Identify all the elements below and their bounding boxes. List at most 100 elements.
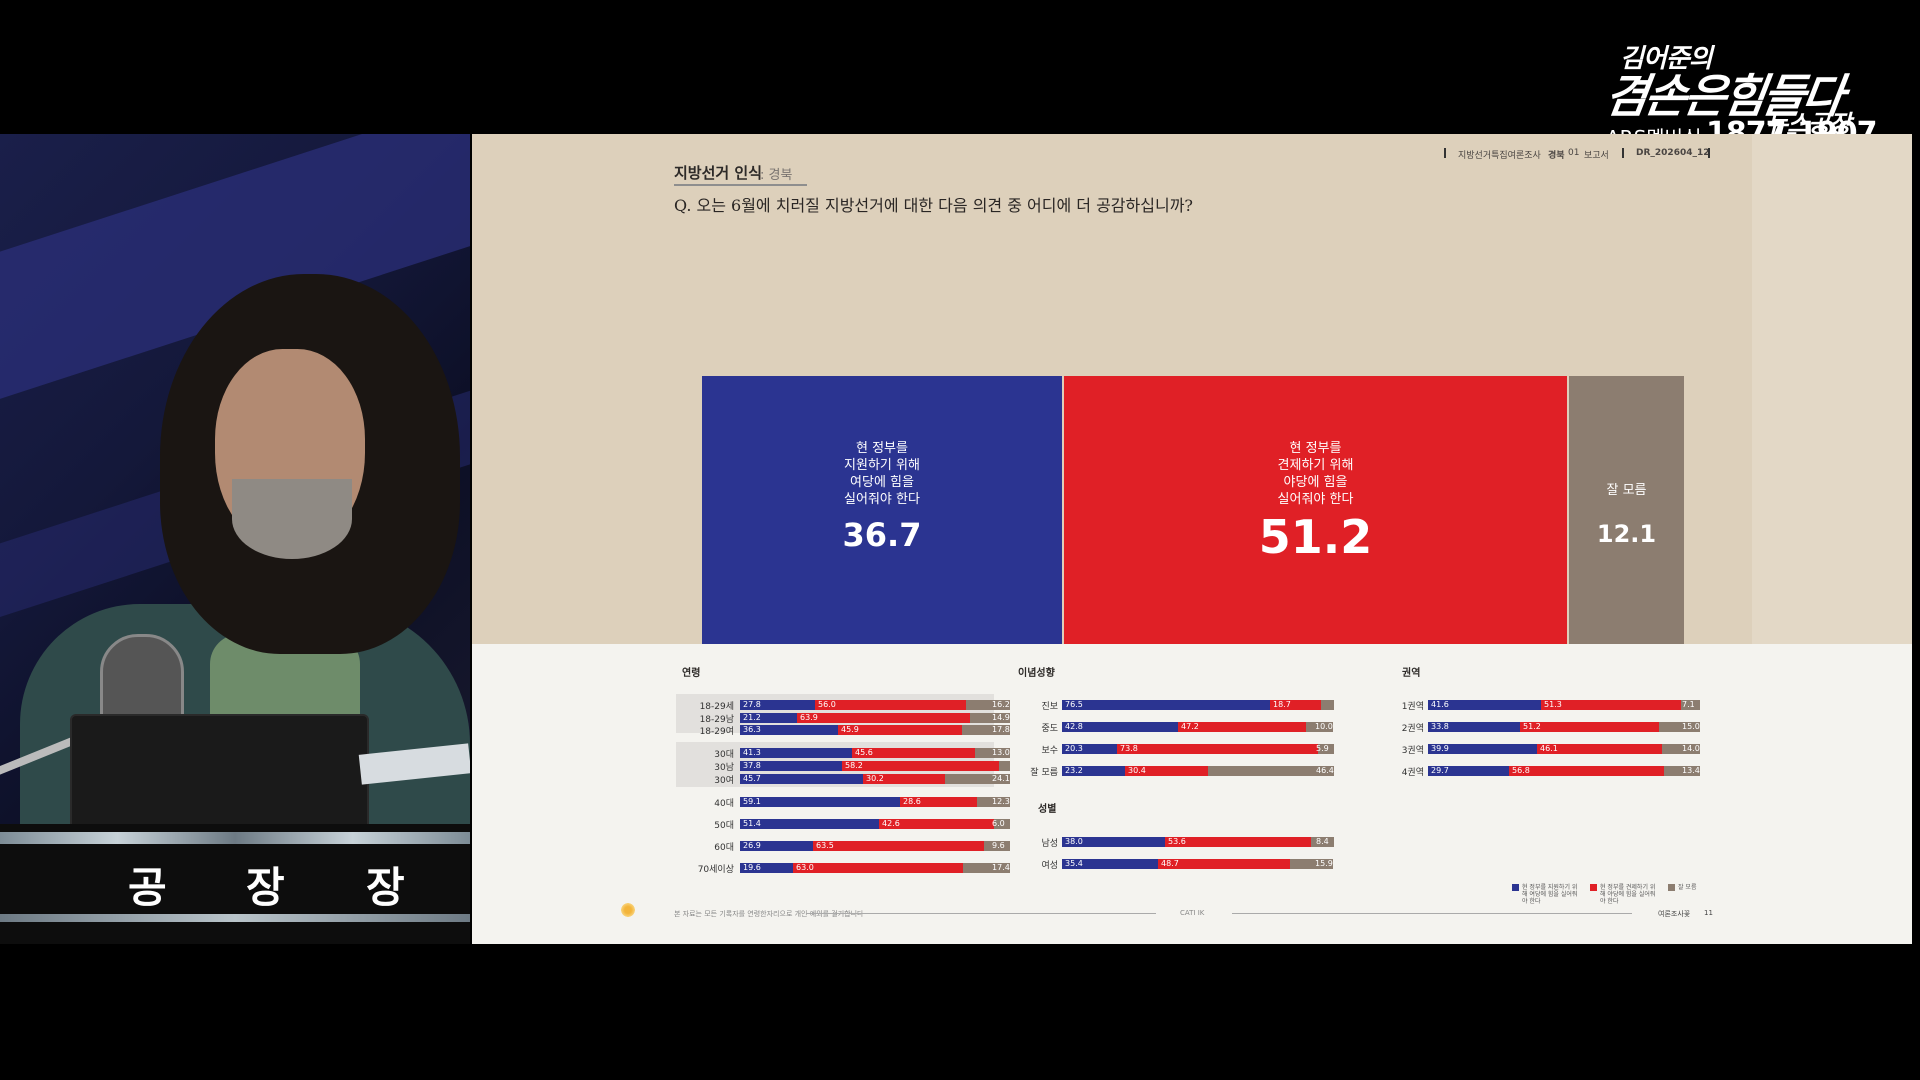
- desk-sign: 공 장 장: [0, 824, 470, 944]
- logo-line-3: 뉴스공장: [1766, 110, 1851, 138]
- bar-segment: [1662, 744, 1700, 754]
- bar-support: 현 정부를 지원하기 위해 여당에 힘을 실어줘야 한다 36.7: [702, 376, 1062, 644]
- group-title: 권역: [1402, 668, 1421, 679]
- row-label: 50대: [714, 821, 734, 831]
- row-label: 2권역: [1401, 724, 1424, 734]
- bar-segment: [740, 725, 838, 735]
- group-title: 연령: [682, 668, 701, 679]
- bar-segment: [1062, 700, 1270, 710]
- row-label: 30남: [714, 763, 734, 773]
- bar-segment: [966, 700, 1010, 710]
- bar-segment: [1165, 837, 1311, 847]
- bar-segment: [740, 863, 793, 873]
- bar-value-label: 37.8: [743, 761, 761, 770]
- bar-value-label: 14.0: [1682, 744, 1700, 753]
- bar-value-label: 42.8: [1065, 722, 1083, 731]
- header-divider: [1708, 148, 1710, 158]
- bar-segment: [740, 748, 852, 758]
- bar-segment: [863, 774, 945, 784]
- bar-value-label: 23.2: [1065, 766, 1083, 775]
- bar-value-label: 7.1: [1682, 700, 1695, 709]
- slide-side-strip: [1752, 134, 1912, 644]
- header-survey: 지방선거특집여론조사: [1458, 151, 1541, 161]
- bar-segment: [838, 725, 962, 735]
- section-underline: [674, 184, 807, 186]
- bar-unknown: 잘 모름 12.1: [1569, 376, 1684, 644]
- footer-line: [806, 913, 1156, 914]
- bar-segment: [1062, 744, 1117, 754]
- bar-segment: [1537, 744, 1662, 754]
- bar-value-label: 24.1: [992, 774, 1010, 783]
- bar-value-label: 15.9: [1315, 859, 1333, 868]
- row-label: 남성: [1041, 839, 1058, 849]
- bar-value-label: 45.7: [743, 774, 761, 783]
- row-label: 18-29남: [699, 715, 734, 725]
- footer-page: 11: [1704, 909, 1713, 917]
- bar-segment: [1659, 722, 1700, 732]
- survey-question: Q. 오는 6월에 치러질 지방선거에 대한 다음 의견 중 어디에 더 공감하…: [674, 196, 1193, 215]
- bar-segment: [1117, 744, 1318, 754]
- bar-value-label: 51.3: [1544, 700, 1562, 709]
- bar-segment: [740, 819, 879, 829]
- desk-band: [0, 832, 470, 844]
- row-label: 1권역: [1401, 702, 1424, 712]
- bar-value-label: 53.6: [1168, 837, 1186, 846]
- bar-segment: [984, 841, 1010, 851]
- bar-segment: [813, 841, 984, 851]
- legend-support: 현 정부를 지원하기 위해 여당에 힘을 실어줘야 한다: [1522, 884, 1578, 905]
- bar-value-label: 30.2: [866, 774, 884, 783]
- bar-segment: [994, 819, 1010, 829]
- bar-value-label: 59.1: [743, 797, 761, 806]
- label-line: 실어줘야 한다: [844, 492, 920, 507]
- bar-value-label: 63.5: [816, 841, 834, 850]
- legend-swatch-support: [1512, 884, 1519, 891]
- footer-org: 여론조사꽃: [1658, 910, 1691, 918]
- desk-band: [0, 914, 470, 922]
- bar-value-label: 42.6: [882, 819, 900, 828]
- webcam-panel: 공 장 장: [0, 134, 470, 944]
- bar-segment: [963, 863, 1010, 873]
- bar-segment: [962, 725, 1010, 735]
- legend-swatch-unknown: [1668, 884, 1675, 891]
- bar-value-label: 39.9: [1431, 744, 1449, 753]
- bar-segment: [1681, 700, 1700, 710]
- group-title: 이념성향: [1018, 668, 1055, 679]
- bar-segment: [1318, 744, 1334, 754]
- bar-value-label: 41.3: [743, 748, 761, 757]
- section-subtitle: : 경북: [760, 168, 793, 183]
- host-beard: [232, 479, 352, 559]
- bar-check-value: 51.2: [1258, 510, 1373, 564]
- bar-segment: [1321, 700, 1334, 710]
- legend-check: 현 정부를 견제하기 위해 야당에 힘을 실어줘야 한다: [1600, 884, 1656, 905]
- bar-segment: [1509, 766, 1664, 776]
- bar-segment: [1062, 766, 1125, 776]
- bar-value-label: 51.2: [1523, 722, 1541, 731]
- row-label: 30여: [714, 776, 734, 786]
- row-label: 여성: [1041, 861, 1058, 871]
- bar-value-label: 30.4: [1128, 766, 1146, 775]
- bar-segment: [1062, 722, 1178, 732]
- bar-value-label: 28.6: [903, 797, 921, 806]
- header-divider: [1622, 148, 1624, 158]
- bar-segment: [1208, 766, 1334, 776]
- logo-line-1: 김어준의: [1620, 44, 1713, 74]
- row-label: 보수: [1041, 746, 1058, 756]
- bar-value-label: 8.4: [1316, 837, 1329, 846]
- bar-segment: [1541, 700, 1681, 710]
- bar-segment: [1428, 700, 1541, 710]
- header-report: 보고서: [1584, 151, 1609, 161]
- bar-segment: [1270, 700, 1321, 710]
- bar-segment: [842, 761, 999, 771]
- bar-value-label: 26.9: [743, 841, 761, 850]
- row-label: 진보: [1041, 702, 1058, 712]
- bar-value-label: 21.2: [743, 713, 761, 722]
- bar-value-label: 45.9: [841, 725, 859, 734]
- row-label: 18-29여: [699, 727, 734, 737]
- bar-segment: [1062, 859, 1158, 869]
- laptop: [70, 714, 369, 843]
- bar-value-label: 63.0: [796, 863, 814, 872]
- header-part: 01: [1568, 148, 1580, 158]
- row-label: 60대: [714, 843, 734, 853]
- bar-value-label: 6.0: [992, 819, 1005, 828]
- legend-unknown: 잘 모름: [1678, 884, 1697, 891]
